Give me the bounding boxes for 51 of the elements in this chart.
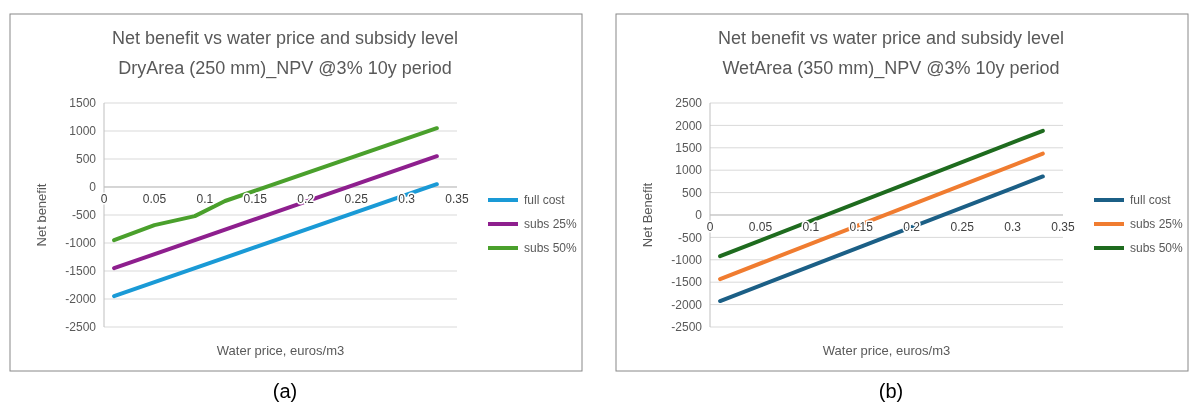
- legend-label: subs 50%: [1130, 241, 1184, 256]
- y-tick-label: -1000: [671, 253, 703, 267]
- x-tick-label: 0.15: [243, 192, 268, 206]
- y-tick-label: -500: [71, 208, 97, 223]
- y-tick-label: -2500: [65, 320, 97, 335]
- y-tick-label: 0: [695, 208, 703, 223]
- y-axis-title: Net Benefit: [640, 182, 655, 248]
- y-tick-label: 500: [75, 152, 97, 167]
- x-tick-label: 0.1: [196, 192, 214, 206]
- x-tick-label: 0.05: [748, 220, 773, 234]
- x-tick-label: 0: [706, 220, 714, 234]
- y-tick-label: 1000: [675, 163, 703, 178]
- chart-title: Net benefit vs water price and subsidy level: [717, 28, 1065, 48]
- chart-title: Net benefit vs water price and subsidy level: [111, 28, 459, 48]
- y-tick-label: 0: [89, 180, 97, 195]
- x-axis-title: Water price, euros/m3: [216, 343, 345, 358]
- y-axis-title: Net benefit: [34, 183, 49, 247]
- y-tick-label: -2000: [671, 297, 703, 312]
- x-tick-label: 0.35: [1051, 220, 1075, 234]
- y-tick-label: -1000: [65, 236, 97, 251]
- y-tick-label: 2500: [675, 96, 703, 111]
- y-tick-label: -1500: [671, 275, 703, 290]
- x-tick-label: 0.2: [903, 220, 921, 234]
- y-tick-label: 500: [681, 185, 703, 200]
- x-tick-label: 0.3: [398, 192, 416, 206]
- y-tick-label: 1500: [69, 96, 97, 111]
- chart-subtitle: DryArea (250 mm)_NPV @3% 10y period: [118, 58, 452, 79]
- legend-label: subs 25%: [524, 217, 578, 232]
- legend-label: subs 50%: [524, 241, 578, 256]
- x-tick-label: 0.1: [802, 220, 820, 234]
- text: (a): [272, 380, 298, 402]
- y-tick-label: -1500: [65, 264, 97, 279]
- x-axis-title: Water price, euros/m3: [822, 343, 951, 358]
- x-tick-label: 0.05: [142, 192, 167, 206]
- y-tick-label: -500: [677, 230, 703, 245]
- y-tick-label: 1500: [675, 141, 703, 155]
- text: (b): [878, 380, 904, 402]
- x-tick-label: 0.3: [1004, 220, 1022, 234]
- y-tick-label: -2500: [671, 320, 703, 335]
- y-tick-label: -2000: [65, 292, 97, 307]
- legend-label: full cost: [1130, 193, 1172, 208]
- x-tick-label: 0.25: [344, 192, 369, 206]
- x-tick-label: 0.35: [445, 192, 469, 206]
- x-tick-label: 0.25: [950, 220, 975, 234]
- legend-label: full cost: [524, 193, 566, 208]
- y-tick-label: 2000: [675, 118, 703, 133]
- y-tick-label: 1000: [69, 124, 97, 139]
- chart-subtitle: WetArea (350 mm)_NPV @3% 10y period: [722, 58, 1060, 79]
- line-series: [112, 126, 439, 243]
- legend-label: subs 25%: [1130, 217, 1184, 232]
- x-tick-label: 0: [100, 192, 108, 206]
